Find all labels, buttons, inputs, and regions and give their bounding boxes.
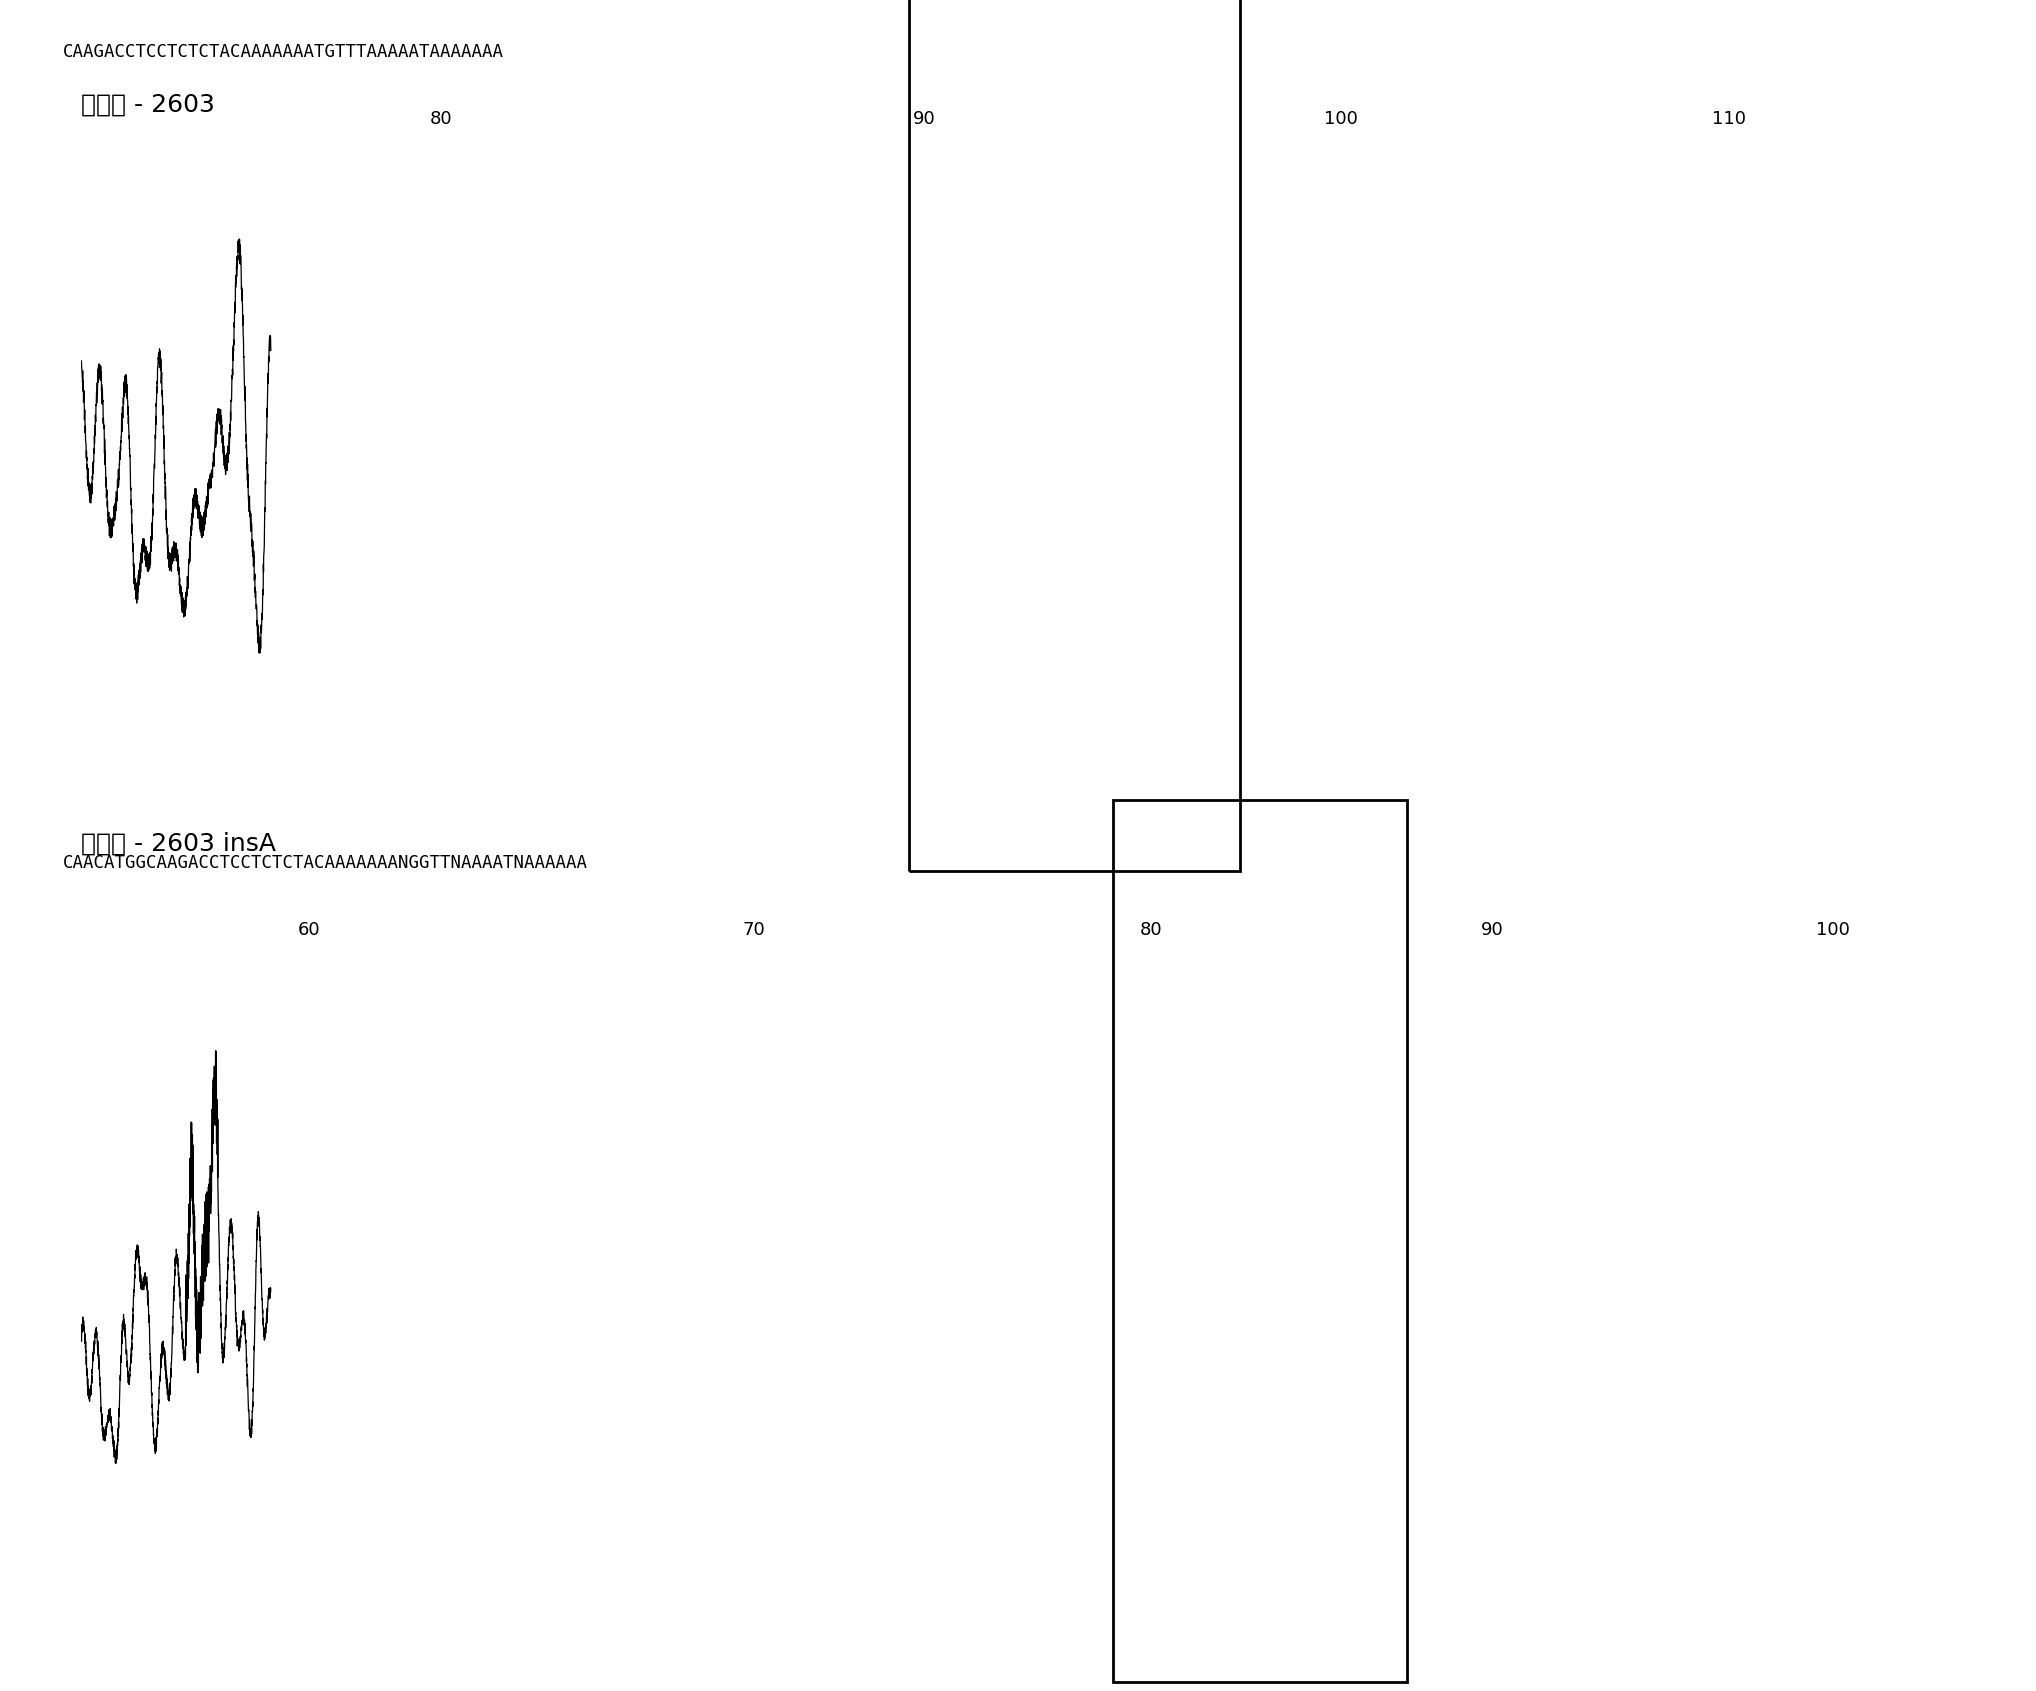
Text: 100: 100	[1323, 110, 1358, 127]
Text: 80: 80	[430, 110, 452, 127]
Bar	[908, 0, 1240, 871]
Text: 80: 80	[1140, 922, 1163, 939]
Bar	[1114, 800, 1407, 1683]
Text: 变异体 - 2603 insA: 变异体 - 2603 insA	[81, 832, 277, 856]
Text: 60: 60	[297, 922, 320, 939]
Text: 70: 70	[743, 922, 766, 939]
Text: 90: 90	[912, 110, 935, 127]
Text: 110: 110	[1712, 110, 1745, 127]
Text: 野生型 - 2603: 野生型 - 2603	[81, 93, 216, 117]
Text: 90: 90	[1480, 922, 1503, 939]
Text: CAACATGGCAAGACCTCCTCTCTACAAAAAAANGGTTNAAAATNAAAAAA: CAACATGGCAAGACCTCCTCTCTACAAAAAAANGGTTNAA…	[63, 854, 588, 873]
Text: 100: 100	[1816, 922, 1851, 939]
Text: CAAGACCTCCTCTCTACAAAAAAATGTTTAAAAATAAAAAAA: CAAGACCTCCTCTCTACAAAAAAATGTTTAAAAATAAAAA…	[63, 42, 503, 61]
